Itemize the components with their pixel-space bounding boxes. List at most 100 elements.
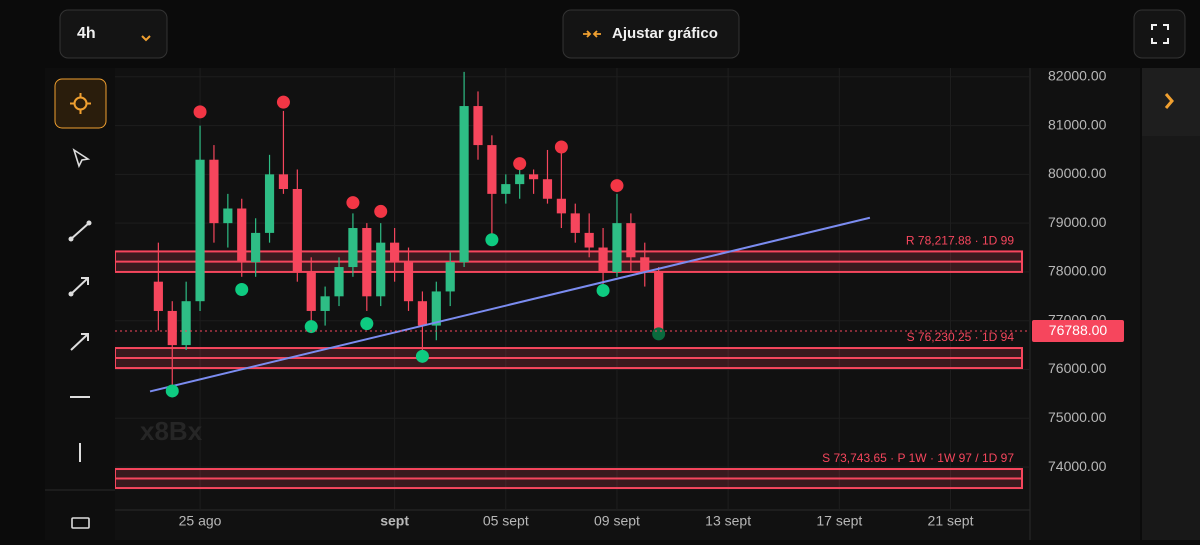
adjust-label[interactable]: Ajustar gráfico xyxy=(612,25,718,42)
candle-body xyxy=(390,242,400,263)
candle-body xyxy=(515,174,525,185)
signal xyxy=(596,283,610,297)
plot: 74000.0075000.0076000.0077000.0078000.00… xyxy=(114,67,1124,529)
candle-body xyxy=(529,174,539,180)
ray-start[interactable] xyxy=(68,291,74,297)
candle-body xyxy=(167,310,177,346)
adjust-chart-button[interactable]: Ajustar gráfico xyxy=(562,9,740,59)
candle-body xyxy=(195,159,205,302)
current-price-box xyxy=(1032,320,1124,343)
candle-body xyxy=(459,106,469,263)
signal xyxy=(374,204,388,218)
dropdown-icon[interactable] xyxy=(141,35,151,42)
candle-body xyxy=(292,188,302,272)
tool-panel xyxy=(45,68,115,540)
ray-icon[interactable] xyxy=(70,277,89,295)
candle-body xyxy=(473,106,483,146)
x-tick-label: 05 sept xyxy=(483,513,529,529)
side-panel xyxy=(1142,68,1200,540)
zone-label: S 73,743.65 · P 1W · 1W 97 / 1D 97 xyxy=(822,451,1014,465)
candle-body xyxy=(501,184,511,194)
candle-body xyxy=(348,228,358,268)
y-tick-label: 82000.00 xyxy=(1048,67,1107,83)
candle-body xyxy=(334,267,344,297)
signal xyxy=(235,282,249,296)
signal xyxy=(610,179,624,193)
trendline xyxy=(149,216,871,393)
y-tick-label: 81000.00 xyxy=(1048,116,1107,132)
arrow-tool[interactable] xyxy=(70,333,89,351)
candle-body xyxy=(640,257,650,272)
candle-body xyxy=(278,174,289,189)
signal xyxy=(485,233,499,247)
signal xyxy=(193,105,207,119)
signal xyxy=(360,317,374,331)
ruler-tool[interactable] xyxy=(71,517,90,529)
line-tool[interactable] xyxy=(68,220,92,242)
line-end[interactable] xyxy=(86,220,92,226)
x-tick-label: 21 sept xyxy=(928,513,974,529)
current-price-label: 76788.00 xyxy=(1049,322,1108,338)
x-tick-label: 17 sept xyxy=(816,513,862,529)
candle-body xyxy=(570,213,580,233)
candle-body xyxy=(306,271,316,311)
expand-icon[interactable] xyxy=(1164,93,1174,109)
candle-body xyxy=(153,281,163,311)
x-tick-label: 13 sept xyxy=(705,513,751,529)
ray-head[interactable] xyxy=(81,277,89,285)
crosshair-ticks[interactable] xyxy=(70,93,91,114)
y-tick-label: 80000.00 xyxy=(1048,165,1107,181)
candle-body xyxy=(445,262,455,292)
signal xyxy=(554,140,568,154)
candle-body xyxy=(251,232,261,263)
adjust-box[interactable] xyxy=(562,9,740,59)
candle-body xyxy=(264,174,275,233)
signal xyxy=(513,157,527,171)
interval-selector[interactable]: 4h xyxy=(59,9,168,59)
crosshair-tool[interactable] xyxy=(54,78,107,129)
candle-body xyxy=(237,208,247,263)
line-end[interactable] xyxy=(68,236,74,242)
candle-body xyxy=(598,247,608,272)
watermark: x8Bx xyxy=(140,416,203,446)
zone-label: R 78,217.88 · 1D 99 xyxy=(906,234,1014,248)
candle-body xyxy=(223,208,233,224)
y-tick-label: 78000.00 xyxy=(1048,263,1107,279)
candle-body xyxy=(209,159,219,224)
candle-body xyxy=(654,271,664,332)
candle-body xyxy=(542,179,553,199)
price-axis-background xyxy=(1030,68,1140,540)
signal xyxy=(346,196,360,210)
ray-tool[interactable] xyxy=(68,277,89,297)
fullscreen-icon[interactable] xyxy=(1151,24,1169,44)
interval-box[interactable] xyxy=(59,9,168,59)
candle-body xyxy=(431,291,441,326)
candle-body xyxy=(612,223,622,272)
candle-body xyxy=(181,301,191,346)
fullscreen-button[interactable] xyxy=(1133,9,1186,59)
candle-body xyxy=(403,262,414,302)
y-tick-label: 74000.00 xyxy=(1048,458,1107,474)
candle-body xyxy=(487,145,497,194)
zone-label: S 76,230.25 · 1D 94 xyxy=(907,330,1015,344)
signal xyxy=(652,327,666,341)
candle-body xyxy=(376,242,386,297)
candle-body xyxy=(584,232,594,248)
x-tick-label: sept xyxy=(380,513,409,529)
interval-label[interactable]: 4h xyxy=(77,25,96,42)
tool-active-box[interactable] xyxy=(54,78,107,129)
x-tick-label: 09 sept xyxy=(594,513,640,529)
line-icon[interactable] xyxy=(70,222,90,240)
fullscreen-box[interactable] xyxy=(1133,9,1186,59)
plot-background xyxy=(115,68,1030,540)
signal xyxy=(304,320,318,334)
signal xyxy=(165,384,179,398)
adjust-icon[interactable] xyxy=(583,30,601,38)
cursor-tool[interactable] xyxy=(72,148,91,169)
signal xyxy=(415,349,429,363)
candle-body xyxy=(556,198,566,214)
candle-body xyxy=(362,228,372,297)
